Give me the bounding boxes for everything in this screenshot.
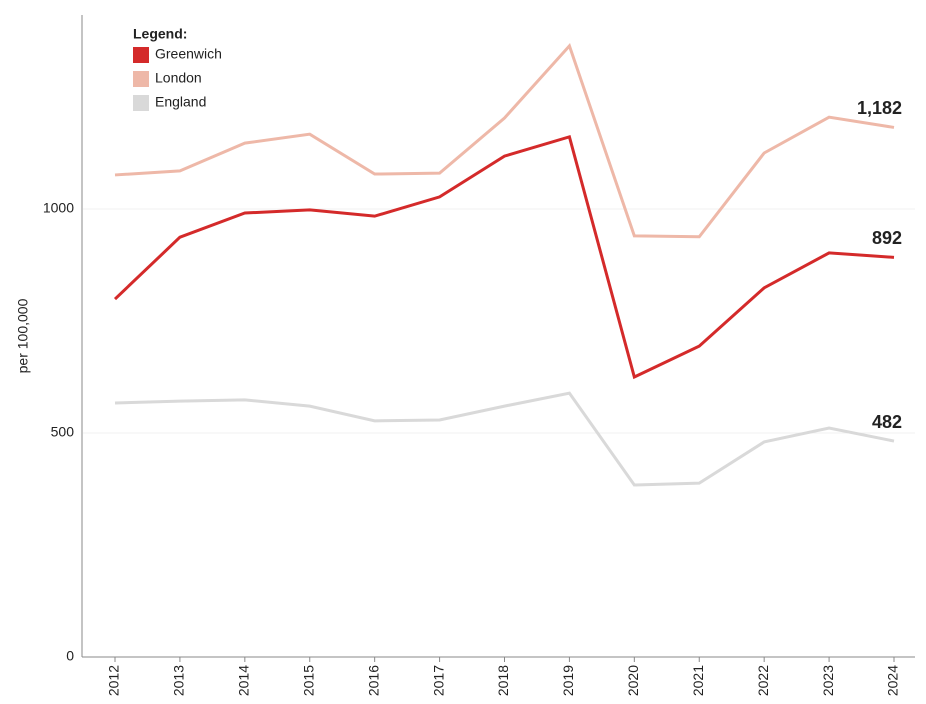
x-tick-label: 2024	[885, 665, 901, 696]
legend-swatch	[133, 47, 149, 63]
x-tick-label: 2013	[171, 665, 187, 696]
data-label: 892	[872, 228, 902, 248]
legend-label: Greenwich	[155, 46, 222, 62]
line	[113, 134, 895, 380]
x-tick-label: 2014	[236, 665, 252, 696]
x-tick-label: 2022	[755, 665, 771, 696]
legend-swatch	[133, 95, 149, 111]
x-tick-label: 2018	[495, 665, 511, 696]
x-tick-label: 2023	[820, 665, 836, 696]
y-tick-label: 0	[66, 648, 74, 664]
y-tick-label: 1000	[43, 200, 74, 216]
x-tick-label: 2019	[560, 665, 576, 696]
line	[114, 391, 895, 487]
x-tick-label: 2021	[690, 665, 706, 696]
data-label: 1,182	[857, 98, 902, 118]
legend-swatch	[133, 71, 149, 87]
x-tick-label: 2016	[365, 665, 381, 696]
y-axis-label: per 100,000	[15, 298, 31, 373]
x-tick-label: 2020	[625, 665, 641, 696]
data-label: 482	[872, 412, 902, 432]
x-tick-label: 2015	[300, 665, 316, 696]
legend-label: England	[155, 94, 206, 110]
x-tick-label: 2017	[430, 665, 446, 696]
line	[114, 43, 895, 239]
y-tick-label: 500	[51, 424, 75, 440]
legend-title: Legend:	[133, 26, 187, 42]
x-tick-label: 2012	[106, 665, 122, 696]
legend-label: London	[155, 70, 202, 86]
